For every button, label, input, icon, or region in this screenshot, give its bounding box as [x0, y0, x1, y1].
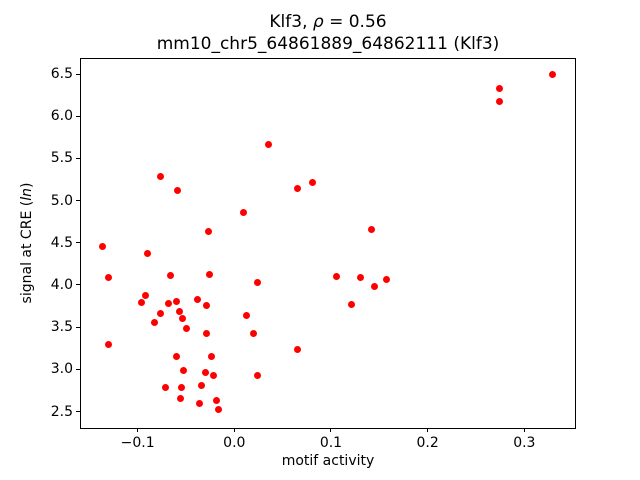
y-tick: [76, 326, 80, 328]
y-tick: [76, 73, 80, 75]
y-tick: [76, 115, 80, 117]
data-point: [210, 371, 218, 379]
data-point: [175, 307, 183, 315]
data-point: [195, 399, 203, 407]
x-tick-label: 0.0: [223, 435, 246, 451]
x-tick-label: 0.1: [319, 435, 343, 451]
y-tick: [76, 411, 80, 413]
y-tick-label: 2.5: [50, 403, 73, 420]
data-point: [177, 383, 185, 391]
data-point: [194, 295, 202, 303]
data-point: [207, 353, 215, 361]
data-point: [157, 310, 165, 318]
data-point: [143, 250, 151, 258]
y-tick-label: 5.0: [50, 192, 73, 209]
x-tick-label: −0.1: [120, 435, 155, 451]
data-point: [357, 273, 365, 281]
y-tick: [76, 284, 80, 286]
y-tick-label: 4.5: [50, 234, 73, 251]
x-tick: [523, 428, 525, 432]
data-point: [254, 371, 261, 379]
data-point: [240, 208, 248, 216]
data-point: [333, 273, 341, 281]
x-tick: [233, 428, 235, 432]
x-tick-label: 0.3: [513, 435, 536, 451]
data-point: [495, 84, 503, 92]
data-point: [179, 366, 187, 374]
data-point: [254, 278, 261, 286]
data-point: [141, 292, 149, 300]
data-point: [165, 300, 173, 308]
data-point: [250, 330, 258, 338]
data-point: [309, 178, 317, 186]
y-tick: [76, 157, 80, 159]
data-point: [370, 283, 378, 291]
x-tick: [137, 428, 139, 432]
y-tick-label: 3.5: [50, 319, 73, 336]
data-point: [176, 394, 184, 402]
data-point: [202, 301, 210, 309]
data-point: [293, 185, 301, 193]
data-point: [215, 405, 223, 413]
data-point: [162, 384, 170, 392]
data-point: [99, 242, 107, 250]
data-point: [178, 315, 186, 323]
data-point: [137, 299, 145, 307]
y-tick: [76, 200, 80, 202]
y-tick-label: 5.5: [50, 150, 73, 167]
x-tick: [330, 428, 332, 432]
chart-subtitle: mm10_chr5_64861889_64862111 (Klf3): [156, 34, 500, 54]
data-point: [264, 140, 272, 148]
x-tick-label: 0.2: [416, 435, 439, 451]
x-tick: [427, 428, 429, 432]
data-point: [172, 353, 180, 361]
data-point: [548, 71, 556, 79]
data-point: [205, 270, 213, 278]
data-point: [368, 225, 376, 233]
data-point: [183, 324, 191, 332]
rho-symbol: ρ: [312, 12, 324, 32]
y-tick-label: 3.0: [50, 361, 73, 378]
data-point: [197, 381, 205, 389]
data-point: [173, 186, 181, 194]
data-point: [105, 341, 113, 349]
data-point: [204, 228, 212, 236]
title-line1: Klf3, ρ = 0.56: [269, 12, 387, 32]
y-tick-label: 4.0: [50, 276, 73, 293]
data-point: [382, 276, 390, 284]
y-tick-label: 6.0: [50, 108, 73, 125]
data-point: [166, 272, 174, 280]
data-point: [157, 172, 165, 180]
data-point: [495, 97, 503, 105]
data-point: [105, 273, 113, 281]
y-tick: [76, 368, 80, 370]
data-point: [201, 369, 209, 377]
data-point: [150, 319, 158, 327]
x-axis-label: motif activity: [281, 453, 375, 469]
data-point: [202, 329, 210, 337]
y-tick: [76, 242, 80, 244]
data-point: [172, 298, 180, 306]
plot-border: [80, 58, 576, 429]
data-point: [293, 346, 301, 354]
data-point: [213, 397, 221, 405]
y-tick-label: 6.5: [50, 66, 73, 83]
chart-title: Klf3, ρ = 0.56 mm10_chr5_64861889_648621…: [80, 11, 576, 55]
data-point: [347, 300, 355, 308]
data-point: [243, 311, 251, 319]
